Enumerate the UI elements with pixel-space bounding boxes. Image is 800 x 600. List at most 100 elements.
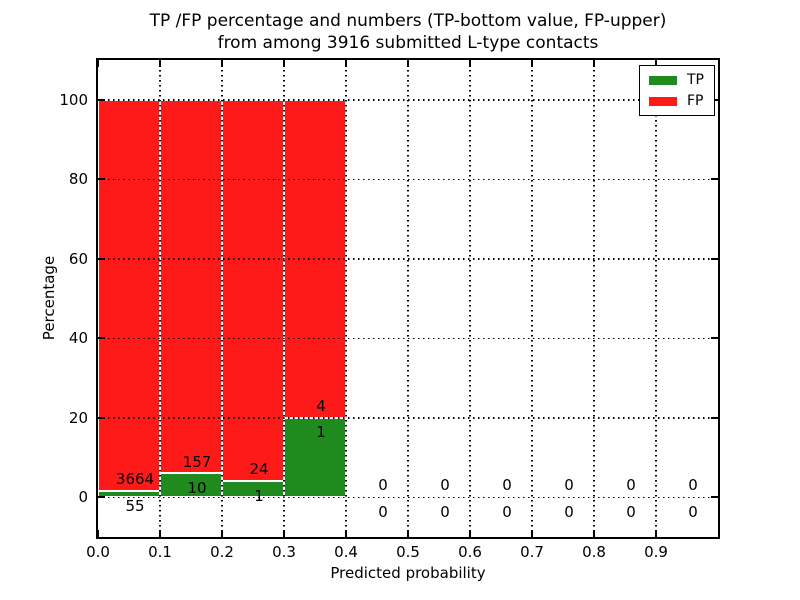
- fp-count-label: 24: [249, 460, 269, 479]
- x-tick-label: 0.1: [148, 543, 172, 561]
- x-tick-mark: [469, 530, 471, 537]
- x-tick-mark: [345, 530, 347, 537]
- x-tick-label: 0.4: [334, 543, 358, 561]
- tp-count-label: 1: [254, 486, 264, 505]
- gridline-vertical: [159, 60, 161, 537]
- x-axis-label: Predicted probability: [330, 564, 486, 582]
- gridline-vertical: [407, 60, 409, 537]
- x-tick-mark: [283, 530, 285, 537]
- x-tick-mark: [593, 530, 595, 537]
- y-tick-label: 20: [68, 408, 88, 427]
- gridline-vertical: [221, 60, 223, 537]
- bar-fp-segment: [222, 99, 284, 482]
- legend-item-fp: FP: [649, 94, 704, 108]
- y-tick-mark: [98, 496, 105, 499]
- gridline-vertical: [655, 60, 657, 537]
- legend-label-fp: FP: [687, 93, 704, 109]
- legend-item-tp: TP: [649, 73, 704, 87]
- gridline-vertical: [469, 60, 471, 537]
- y-tick-mark: [98, 337, 105, 340]
- tp-count-label: 0: [564, 502, 574, 521]
- gridline-horizontal: [98, 99, 718, 101]
- y-tick-mark-right: [711, 416, 718, 419]
- fp-count-label: 0: [688, 476, 698, 495]
- x-tick-mark-top: [345, 60, 347, 67]
- y-tick-mark: [98, 257, 105, 260]
- tp-count-label: 55: [125, 496, 145, 515]
- x-tick-mark-top: [221, 60, 223, 67]
- legend-swatch-fp: [649, 96, 677, 106]
- fp-count-label: 3664: [115, 470, 155, 489]
- y-tick-mark: [98, 416, 105, 419]
- y-tick-label: 80: [68, 170, 88, 189]
- x-tick-label: 0.8: [582, 543, 606, 561]
- fp-count-label: 157: [182, 452, 212, 471]
- bar-fp-segment: [98, 99, 160, 492]
- y-tick-mark: [98, 178, 105, 181]
- x-tick-label: 0.5: [396, 543, 420, 561]
- bar-tp-segment: [222, 481, 284, 498]
- legend-label-tp: TP: [687, 72, 704, 88]
- fp-count-label: 0: [378, 476, 388, 495]
- x-tick-mark: [531, 530, 533, 537]
- gridline-horizontal: [98, 178, 718, 180]
- y-tick-label: 100: [59, 90, 88, 109]
- fp-count-label: 0: [440, 476, 450, 495]
- chart-title: TP /FP percentage and numbers (TP-bottom…: [98, 10, 718, 54]
- y-tick-mark-right: [711, 257, 718, 260]
- fp-count-label: 0: [626, 476, 636, 495]
- y-tick-mark: [98, 98, 105, 101]
- x-tick-mark-top: [97, 60, 99, 67]
- gridline-vertical: [283, 60, 285, 537]
- chart-title-line2: from among 3916 submitted L-type contact…: [217, 33, 599, 53]
- x-tick-label: 0.2: [210, 543, 234, 561]
- x-tick-mark-top: [531, 60, 533, 67]
- x-tick-label: 0.9: [644, 543, 668, 561]
- x-tick-label: 0.3: [272, 543, 296, 561]
- y-tick-mark-right: [711, 178, 718, 181]
- x-tick-mark: [221, 530, 223, 537]
- x-tick-mark: [407, 530, 409, 537]
- chart-title-line1: TP /FP percentage and numbers (TP-bottom…: [149, 11, 667, 31]
- plot-area: 3664 55 157 10 24 1 4 1 0 0 0 0 0 0 0 0 0 0 0 0 TP FP: [96, 58, 720, 539]
- x-tick-label: 0.7: [520, 543, 544, 561]
- x-tick-mark-top: [655, 60, 657, 67]
- tp-count-label: 0: [440, 502, 450, 521]
- tp-count-label: 1: [316, 423, 326, 442]
- x-tick-mark: [655, 530, 657, 537]
- tp-count-label: 10: [187, 478, 207, 497]
- x-tick-mark-top: [283, 60, 285, 67]
- gridline-horizontal: [98, 417, 718, 419]
- tp-count-label: 0: [688, 502, 698, 521]
- legend-swatch-tp: [649, 75, 677, 85]
- x-tick-mark-top: [593, 60, 595, 67]
- gridline-horizontal: [98, 337, 718, 339]
- y-tick-mark-right: [711, 337, 718, 340]
- x-tick-mark-top: [469, 60, 471, 67]
- x-tick-mark: [97, 530, 99, 537]
- fp-count-label: 4: [316, 396, 326, 415]
- y-tick-label: 40: [68, 329, 88, 348]
- x-tick-mark-top: [159, 60, 161, 67]
- x-tick-mark-top: [407, 60, 409, 67]
- gridline-vertical: [345, 60, 347, 537]
- y-axis-label: Percentage: [40, 255, 58, 341]
- gridline-horizontal: [98, 496, 718, 498]
- bar-tp-segment: [284, 417, 346, 498]
- x-tick-label: 0.6: [458, 543, 482, 561]
- tp-count-label: 0: [626, 502, 636, 521]
- tp-count-label: 0: [378, 502, 388, 521]
- gridline-vertical: [593, 60, 595, 537]
- y-tick-mark-right: [711, 496, 718, 499]
- x-tick-label: 0.0: [86, 543, 110, 561]
- gridline-horizontal: [98, 258, 718, 260]
- gridline-vertical: [531, 60, 533, 537]
- legend: TP FP: [639, 65, 715, 116]
- fp-count-label: 0: [564, 476, 574, 495]
- x-tick-mark: [159, 530, 161, 537]
- tp-count-label: 0: [502, 502, 512, 521]
- y-tick-label: 60: [68, 249, 88, 268]
- y-tick-label: 0: [78, 488, 88, 507]
- fp-count-label: 0: [502, 476, 512, 495]
